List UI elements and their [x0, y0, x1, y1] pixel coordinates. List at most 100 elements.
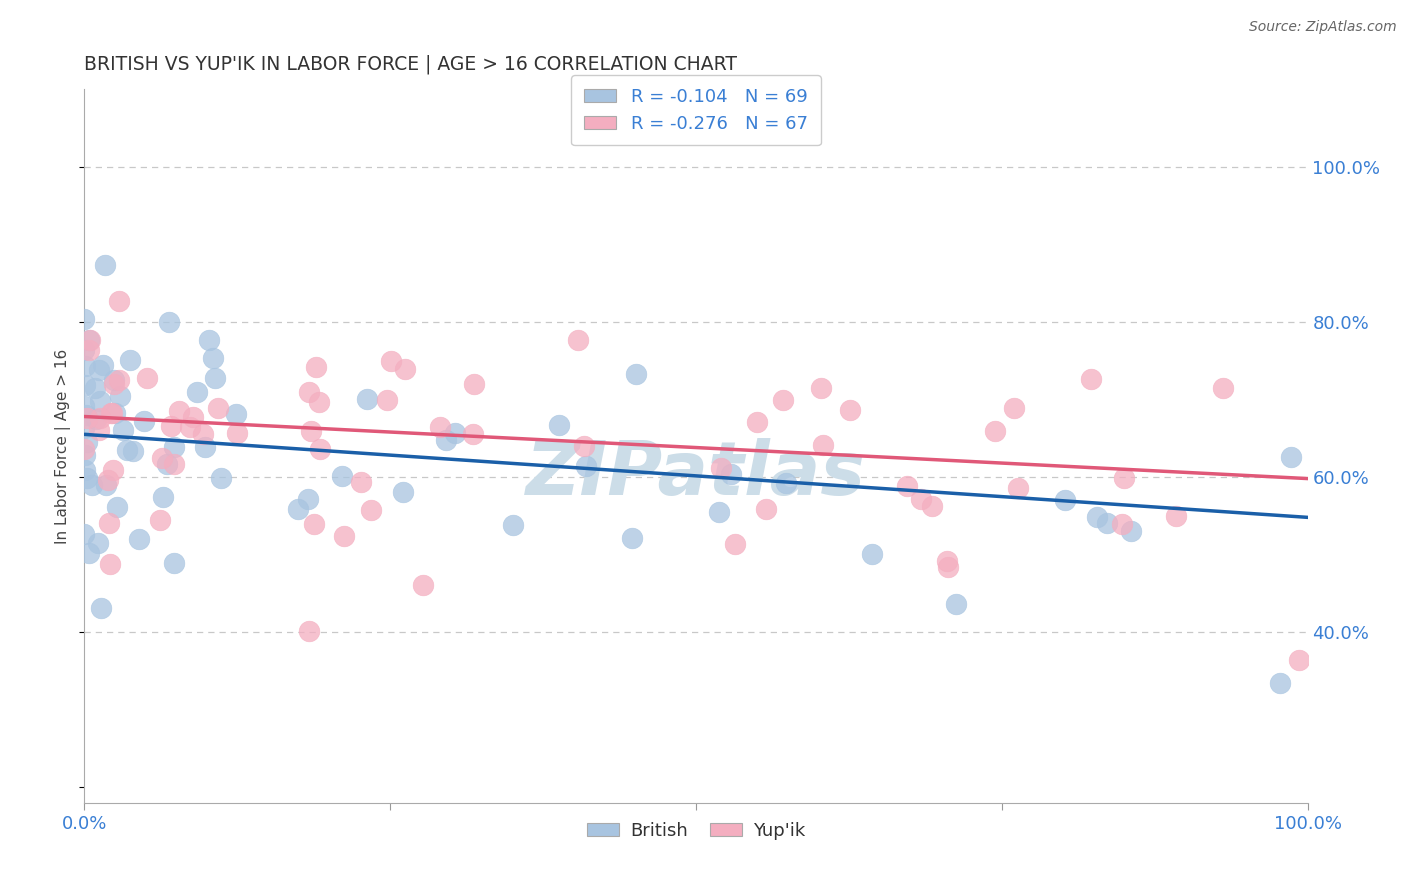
Point: [134, 414, 156, 428]
Point: [77, 546, 100, 560]
Point: [709, 460, 731, 475]
Point: [77, 333, 100, 347]
Point: [104, 407, 127, 421]
Point: [860, 547, 883, 561]
Point: [107, 373, 129, 387]
Point: [938, 560, 960, 574]
Point: [910, 492, 932, 507]
Point: [73, 442, 96, 456]
Point: [394, 361, 416, 376]
Point: [1121, 524, 1143, 539]
Point: [112, 423, 135, 437]
Point: [90, 601, 112, 615]
Point: [108, 389, 131, 403]
Point: [84, 381, 107, 395]
Point: [209, 471, 232, 485]
Point: [96, 478, 118, 492]
Point: [226, 425, 249, 440]
Point: [163, 440, 186, 454]
Point: [983, 424, 1005, 438]
Point: [179, 420, 201, 434]
Point: [76, 435, 98, 450]
Point: [811, 438, 834, 452]
Point: [350, 475, 373, 490]
Point: [429, 419, 451, 434]
Point: [838, 403, 860, 417]
Point: [207, 401, 229, 416]
Point: [101, 463, 124, 477]
Point: [163, 556, 186, 570]
Point: [356, 392, 378, 407]
Point: [305, 360, 328, 375]
Point: [621, 531, 644, 545]
Point: [302, 517, 325, 532]
Point: [157, 315, 180, 329]
Point: [152, 490, 174, 504]
Point: [921, 499, 943, 513]
Point: [156, 457, 179, 471]
Point: [1270, 676, 1292, 690]
Point: [73, 448, 96, 462]
Point: [107, 500, 129, 514]
Point: [201, 351, 224, 365]
Point: [936, 554, 959, 568]
Point: [299, 424, 322, 438]
Point: [93, 258, 115, 272]
Point: [772, 392, 794, 407]
Point: [1080, 372, 1102, 386]
Point: [100, 406, 122, 420]
Point: [755, 502, 778, 516]
Point: [97, 473, 120, 487]
Point: [574, 439, 596, 453]
Point: [502, 517, 524, 532]
Point: [775, 475, 797, 490]
Point: [412, 578, 434, 592]
Point: [73, 343, 96, 358]
Point: [80, 478, 103, 492]
Point: [308, 394, 330, 409]
Point: [945, 597, 967, 611]
Point: [197, 334, 219, 348]
Point: [167, 404, 190, 418]
Point: [297, 491, 319, 506]
Point: [1087, 510, 1109, 524]
Point: [194, 441, 217, 455]
Point: [1279, 450, 1302, 464]
Point: [181, 410, 204, 425]
Y-axis label: In Labor Force | Age > 16: In Labor Force | Age > 16: [55, 349, 72, 543]
Point: [624, 367, 647, 381]
Point: [724, 537, 747, 551]
Point: [73, 359, 96, 374]
Point: [1212, 381, 1234, 395]
Point: [720, 467, 742, 482]
Point: [461, 426, 484, 441]
Point: [298, 385, 321, 400]
Point: [76, 410, 98, 425]
Point: [298, 624, 321, 639]
Point: [1095, 516, 1118, 531]
Point: [1002, 401, 1025, 415]
Point: [76, 470, 98, 484]
Point: [160, 418, 183, 433]
Point: [87, 536, 110, 550]
Point: [118, 353, 141, 368]
Point: [896, 479, 918, 493]
Point: [1114, 471, 1136, 485]
Point: [567, 333, 589, 347]
Point: [98, 557, 121, 571]
Point: [79, 333, 101, 347]
Point: [186, 385, 208, 400]
Point: [309, 442, 332, 456]
Point: [225, 407, 247, 421]
Text: ZIPatlas: ZIPatlas: [526, 438, 866, 511]
Point: [150, 450, 173, 465]
Point: [193, 427, 215, 442]
Point: [1054, 492, 1077, 507]
Point: [73, 377, 96, 392]
Point: [73, 399, 96, 413]
Point: [162, 457, 184, 471]
Point: [375, 392, 398, 407]
Point: [360, 502, 382, 516]
Point: [380, 354, 402, 368]
Point: [73, 421, 96, 435]
